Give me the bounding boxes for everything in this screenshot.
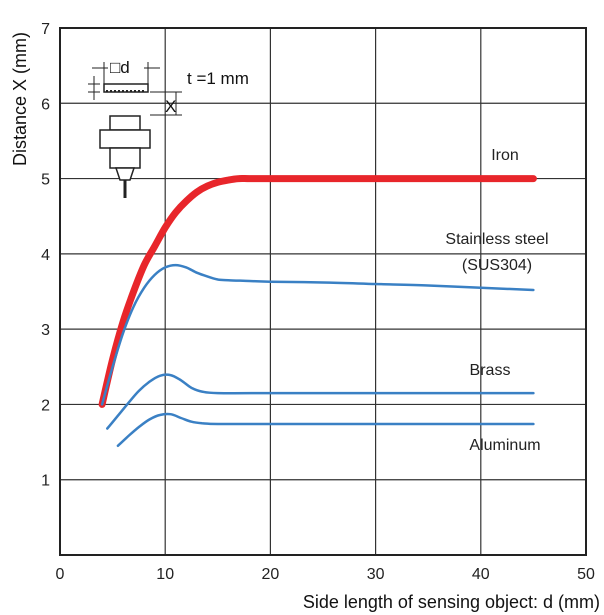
- d-label-box: [108, 56, 144, 78]
- series-label: (SUS304): [462, 257, 532, 274]
- x-tick-label: 0: [56, 566, 65, 583]
- x-tick-label: 40: [472, 566, 490, 583]
- sensor-nut: [99, 129, 151, 149]
- series-label: Stainless steel: [445, 231, 548, 248]
- distance-x-label: X: [165, 97, 176, 116]
- y-tick-label: 1: [41, 473, 50, 490]
- thickness-label: t =1 mm: [187, 69, 249, 88]
- y-tick-label: 3: [41, 322, 50, 339]
- sensor-head: [109, 115, 141, 131]
- series-label: Brass: [470, 362, 511, 379]
- sensor-body: [109, 147, 141, 169]
- y-tick-label: 7: [41, 21, 50, 38]
- y-tick-label: 2: [41, 397, 50, 414]
- x-tick-label: 10: [156, 566, 174, 583]
- sensor-tail: [114, 167, 136, 181]
- y-tick-label: 5: [41, 172, 50, 189]
- plot-frame: [59, 27, 587, 556]
- series-labels: Iron Stainless steel (SUS304) Brass Aluminum: [445, 147, 548, 454]
- y-axis-label: Distance X (mm): [10, 32, 30, 166]
- series-line-brass: [106, 373, 535, 430]
- series-lines: [98, 174, 537, 448]
- grid: [60, 28, 586, 555]
- series-label: Iron: [491, 147, 519, 164]
- y-tick-label: 6: [41, 96, 50, 113]
- x-axis-ticks: 0 10 20 30 40 50: [56, 566, 595, 583]
- y-axis-ticks: 1 2 3 4 5 6 7: [41, 21, 50, 490]
- x-tick-label: 20: [262, 566, 280, 583]
- x-tick-label: 30: [367, 566, 385, 583]
- x-tick-label: 50: [577, 566, 595, 583]
- side-length-label: □d: [110, 58, 130, 77]
- series-line-iron: [98, 174, 537, 408]
- sensor-inset-diagram: □d t =1 mm X: [88, 56, 249, 198]
- series-line-aluminum: [116, 412, 535, 448]
- series-line-stainless-steel-sus304: [100, 263, 535, 406]
- series-label: Aluminum: [469, 437, 540, 454]
- x-axis-label: Side length of sensing object: d (mm): [303, 592, 600, 612]
- y-tick-label: 4: [41, 247, 50, 264]
